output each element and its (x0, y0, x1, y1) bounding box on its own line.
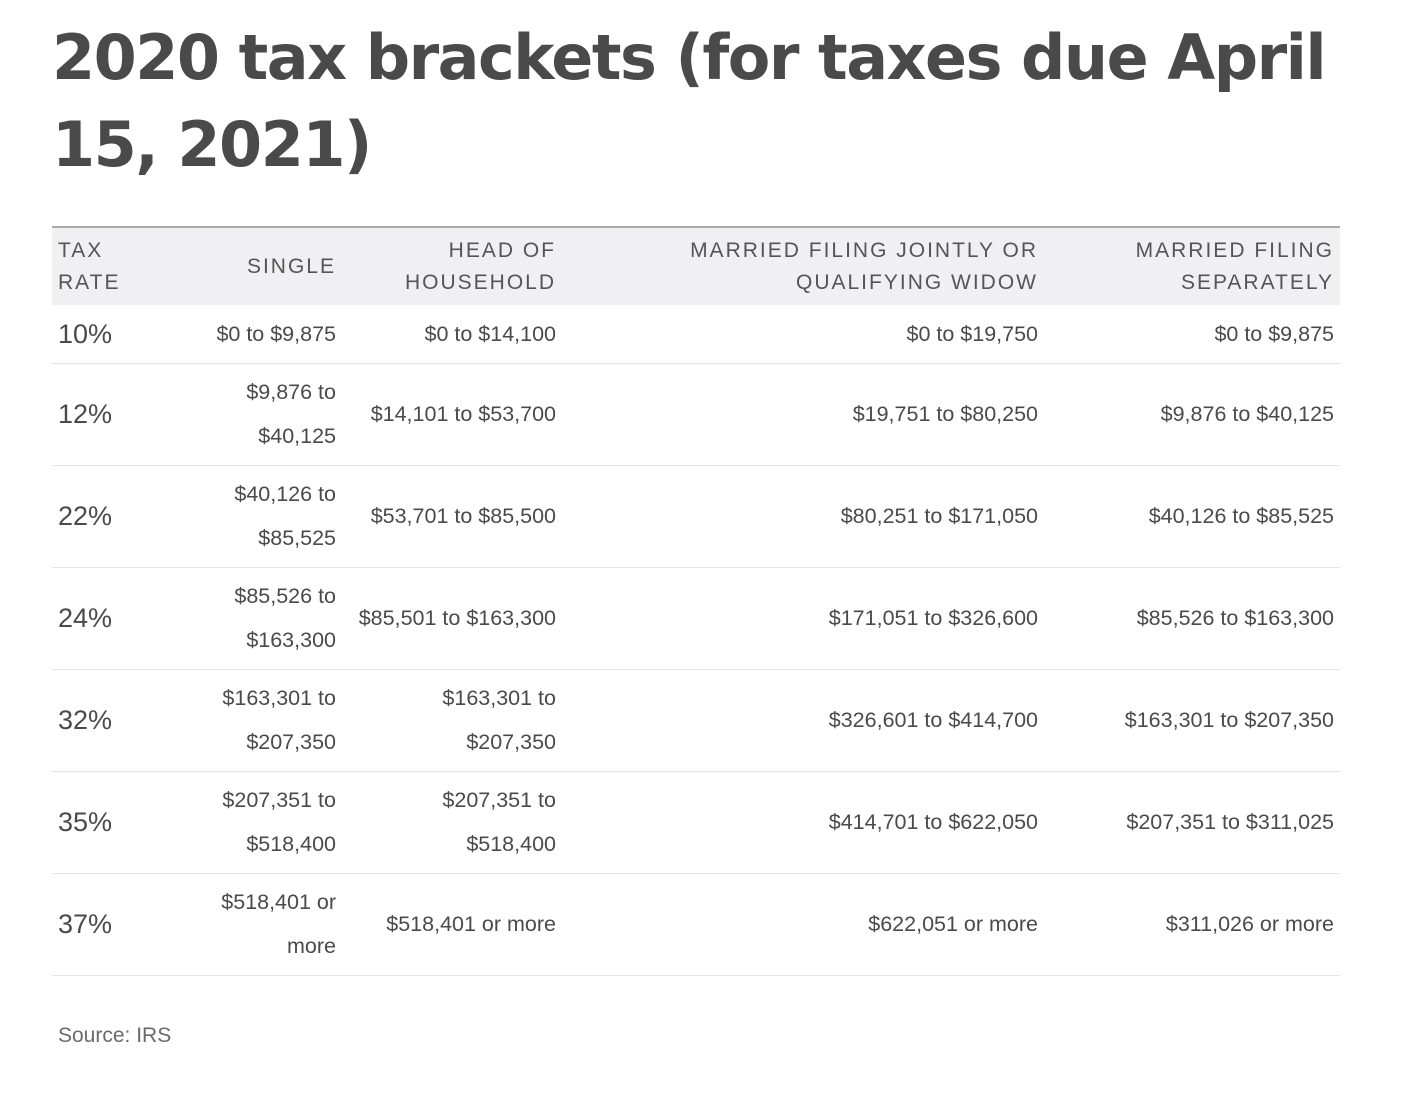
cell-head-of-household: $0 to $14,100 (424, 321, 556, 346)
header-single: SINGLE (246, 254, 336, 278)
cell-married-filing-jointly: $0 to $19,750 (906, 321, 1038, 346)
table-row: 22% $40,126 to $85,525 $53,701 to $85,50… (52, 465, 1340, 567)
cell-married-filing-jointly: $171,051 to $326,600 (828, 606, 1038, 630)
cell-tax-rate: 10% (58, 318, 113, 349)
table-row: 24% $85,526 to $163,300 $85,501 to $163,… (52, 567, 1340, 669)
cell-single: $0 to $9,875 (216, 321, 336, 346)
table-row: 10% $0 to $9,875 $0 to $14,100 $0 to $19… (52, 305, 1340, 363)
cell-tax-rate: 12% (58, 399, 113, 429)
table-row: 12% $9,876 to $40,125 $14,101 to $53,700… (52, 363, 1340, 465)
header-head-of-household: HEAD OF HOUSEHOLD (404, 238, 556, 294)
cell-head-of-household: $14,101 to $53,700 (370, 402, 556, 426)
tax-brackets-table: TAX RATE SINGLE HEAD OF HOUSEHOLD MARRIE… (52, 226, 1340, 976)
header-tax-rate: TAX RATE (58, 238, 121, 294)
cell-married-filing-separately: $207,351 to $311,025 (1126, 810, 1334, 834)
cell-tax-rate: 24% (58, 603, 113, 633)
cell-head-of-household: $207,351 to $518,400 (442, 788, 556, 856)
cell-married-filing-separately: $40,126 to $85,525 (1148, 504, 1334, 528)
table-header-row: TAX RATE SINGLE HEAD OF HOUSEHOLD MARRIE… (52, 227, 1340, 305)
cell-married-filing-separately: $0 to $9,875 (1214, 321, 1334, 346)
cell-married-filing-separately: $163,301 to $207,350 (1124, 708, 1334, 732)
cell-single: $207,351 to $518,400 (222, 788, 336, 856)
cell-married-filing-jointly: $80,251 to $171,050 (840, 504, 1038, 528)
table-row: 37% $518,401 or more $518,401 or more $6… (52, 873, 1340, 975)
cell-married-filing-jointly: $414,701 to $622,050 (828, 810, 1038, 834)
cell-head-of-household: $163,301 to $207,350 (442, 686, 556, 754)
cell-tax-rate: 32% (58, 705, 113, 735)
cell-married-filing-separately: $85,526 to $163,300 (1136, 606, 1334, 630)
cell-head-of-household: $518,401 or more (386, 912, 556, 936)
cell-tax-rate: 37% (58, 909, 113, 939)
cell-single: $40,126 to $85,525 (234, 482, 336, 550)
page-title: 2020 tax brackets (for taxes due April 1… (52, 21, 1327, 181)
table-row: 32% $163,301 to $207,350 $163,301 to $20… (52, 669, 1340, 771)
cell-married-filing-jointly: $326,601 to $414,700 (828, 708, 1038, 732)
table-row: 35% $207,351 to $518,400 $207,351 to $51… (52, 771, 1340, 873)
tax-brackets-table-container: TAX RATE SINGLE HEAD OF HOUSEHOLD MARRIE… (52, 226, 1340, 976)
source-note: Source: IRS (58, 1024, 172, 1047)
cell-married-filing-jointly: $19,751 to $80,250 (852, 402, 1038, 426)
cell-head-of-household: $53,701 to $85,500 (370, 504, 556, 528)
cell-tax-rate: 22% (58, 501, 113, 531)
header-married-filing-separately: MARRIED FILING SEPARATELY (1135, 238, 1334, 294)
cell-single: $9,876 to $40,125 (246, 380, 336, 448)
cell-single: $518,401 or more (221, 890, 336, 958)
header-married-filing-jointly: MARRIED FILING JOINTLY OR QUALIFYING WID… (690, 238, 1038, 294)
cell-married-filing-separately: $9,876 to $40,125 (1160, 402, 1334, 426)
cell-head-of-household: $85,501 to $163,300 (358, 606, 556, 630)
cell-single: $85,526 to $163,300 (234, 584, 336, 652)
cell-single: $163,301 to $207,350 (222, 686, 336, 754)
cell-tax-rate: 35% (58, 807, 113, 837)
cell-married-filing-separately: $311,026 or more (1165, 912, 1334, 936)
cell-married-filing-jointly: $622,051 or more (868, 912, 1038, 936)
